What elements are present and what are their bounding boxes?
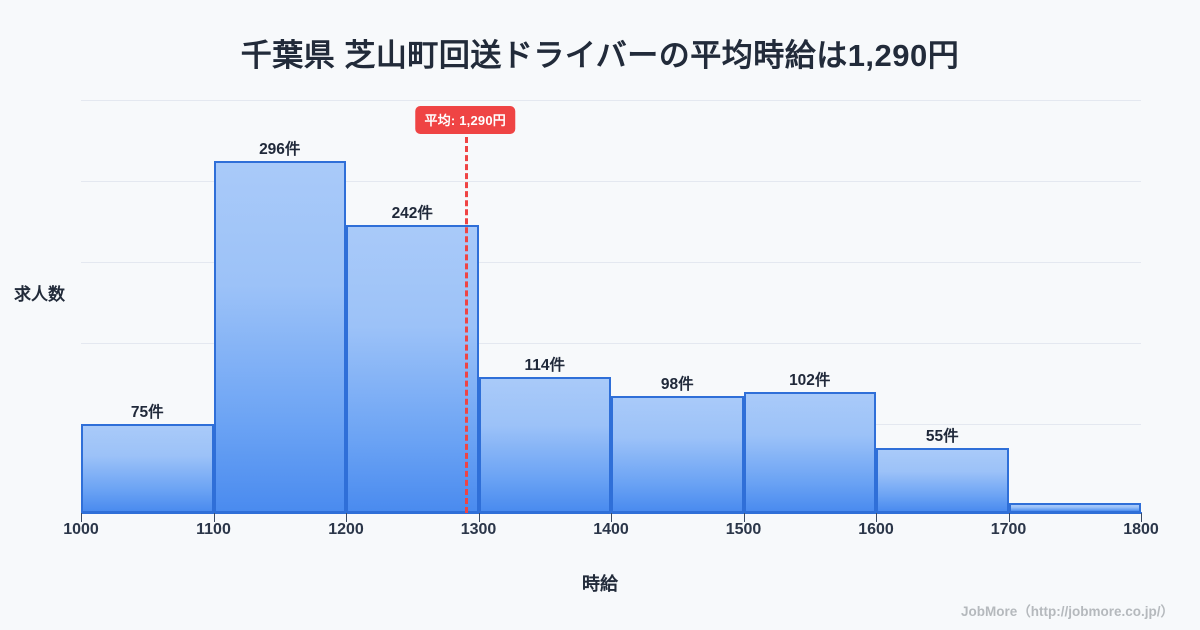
x-tick-label: 1800 bbox=[1123, 521, 1159, 538]
gridline bbox=[81, 180, 1141, 182]
average-badge: 平均: 1,290円 bbox=[415, 106, 515, 134]
x-tick-label: 1600 bbox=[858, 521, 894, 538]
x-tick-label: 1200 bbox=[328, 521, 364, 538]
tick-mark bbox=[611, 513, 612, 522]
histogram-bar[interactable] bbox=[81, 423, 214, 513]
histogram-bar[interactable] bbox=[346, 224, 479, 513]
average-vline bbox=[465, 128, 469, 513]
gridline bbox=[81, 342, 1141, 344]
bar-value-label: 296件 bbox=[259, 140, 301, 158]
tick-mark bbox=[743, 513, 745, 522]
bar-value-label: 98件 bbox=[660, 376, 694, 394]
x-tick-label: 1500 bbox=[725, 521, 762, 538]
tick-mark bbox=[213, 513, 215, 522]
bar-value-label: 114件 bbox=[524, 357, 566, 375]
histogram-bar[interactable] bbox=[611, 396, 744, 513]
bar-value-label: 102件 bbox=[789, 371, 831, 389]
plot-area bbox=[81, 100, 1141, 513]
bar-value-label: 242件 bbox=[391, 204, 433, 222]
histogram-bar[interactable] bbox=[876, 447, 1009, 513]
bar-value-label: 75件 bbox=[130, 403, 164, 421]
tick-mark bbox=[876, 513, 877, 522]
gridline bbox=[81, 261, 1141, 263]
histogram-bar[interactable] bbox=[478, 377, 611, 513]
tick-mark bbox=[478, 513, 480, 522]
x-axis-title: 時給 bbox=[582, 574, 618, 594]
x-tick-label: 1100 bbox=[196, 521, 231, 538]
tick-mark bbox=[346, 513, 347, 522]
histogram-bar[interactable] bbox=[213, 160, 346, 513]
footer-credit: JobMore（http://jobmore.co.jp/） bbox=[961, 604, 1174, 619]
tick-mark bbox=[81, 513, 82, 522]
y-axis-title: 求人数 bbox=[14, 285, 65, 304]
tick-mark bbox=[1008, 513, 1010, 522]
bar-value-label: 55件 bbox=[925, 427, 959, 445]
x-tick-label: 1000 bbox=[63, 521, 99, 538]
x-tick-label: 1400 bbox=[593, 521, 629, 538]
x-tick-label: 1300 bbox=[460, 521, 497, 538]
page-title: 千葉県 芝山町回送ドライバーの平均時給は1,290円 bbox=[240, 38, 960, 73]
histogram-bar[interactable] bbox=[743, 391, 876, 513]
x-tick-label: 1700 bbox=[990, 521, 1027, 538]
tick-mark bbox=[1141, 513, 1142, 522]
gridline bbox=[81, 100, 1141, 101]
